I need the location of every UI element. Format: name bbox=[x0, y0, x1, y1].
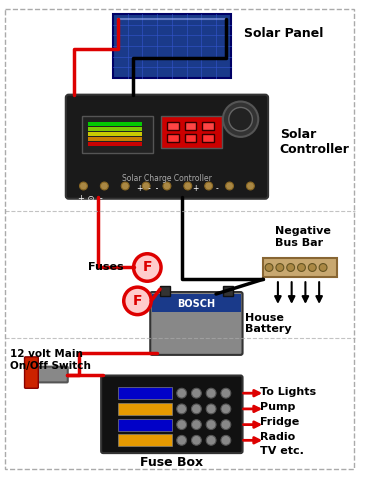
FancyBboxPatch shape bbox=[202, 122, 214, 130]
Circle shape bbox=[177, 435, 187, 445]
Circle shape bbox=[276, 264, 284, 271]
Circle shape bbox=[163, 182, 171, 190]
Circle shape bbox=[191, 388, 201, 398]
Circle shape bbox=[221, 420, 231, 430]
FancyBboxPatch shape bbox=[184, 134, 197, 142]
FancyBboxPatch shape bbox=[152, 294, 240, 312]
FancyBboxPatch shape bbox=[88, 132, 142, 136]
FancyBboxPatch shape bbox=[167, 122, 179, 130]
Circle shape bbox=[121, 182, 129, 190]
Circle shape bbox=[184, 182, 192, 190]
Circle shape bbox=[287, 264, 295, 271]
FancyBboxPatch shape bbox=[118, 387, 172, 399]
Circle shape bbox=[223, 102, 258, 137]
Text: +       -: + - bbox=[193, 184, 219, 193]
FancyBboxPatch shape bbox=[82, 116, 153, 153]
Circle shape bbox=[100, 182, 108, 190]
Text: +  -  -: + - - bbox=[137, 184, 158, 193]
Circle shape bbox=[221, 435, 231, 445]
Text: Solar
Controller: Solar Controller bbox=[280, 128, 350, 156]
FancyBboxPatch shape bbox=[160, 286, 170, 296]
Text: House
Battery: House Battery bbox=[246, 312, 292, 334]
Text: Fuses: Fuses bbox=[88, 263, 124, 273]
Circle shape bbox=[246, 182, 254, 190]
Circle shape bbox=[225, 182, 234, 190]
FancyBboxPatch shape bbox=[118, 434, 172, 446]
FancyBboxPatch shape bbox=[167, 134, 179, 142]
FancyBboxPatch shape bbox=[36, 367, 68, 383]
Circle shape bbox=[229, 108, 253, 131]
Circle shape bbox=[191, 435, 201, 445]
Circle shape bbox=[206, 404, 216, 414]
Text: + ⊙  -: + ⊙ - bbox=[78, 194, 103, 203]
FancyBboxPatch shape bbox=[263, 258, 337, 277]
Circle shape bbox=[134, 254, 161, 281]
Text: To Lights
Pump
Fridge
Radio
TV etc.: To Lights Pump Fridge Radio TV etc. bbox=[260, 387, 316, 456]
Circle shape bbox=[191, 420, 201, 430]
FancyBboxPatch shape bbox=[25, 357, 38, 388]
FancyBboxPatch shape bbox=[150, 292, 243, 355]
Circle shape bbox=[308, 264, 316, 271]
Circle shape bbox=[205, 182, 213, 190]
Circle shape bbox=[177, 388, 187, 398]
Circle shape bbox=[177, 404, 187, 414]
FancyBboxPatch shape bbox=[66, 95, 268, 199]
FancyBboxPatch shape bbox=[88, 137, 142, 141]
Circle shape bbox=[206, 435, 216, 445]
FancyBboxPatch shape bbox=[202, 134, 214, 142]
Circle shape bbox=[221, 388, 231, 398]
Text: Solar Panel: Solar Panel bbox=[243, 27, 323, 40]
Circle shape bbox=[319, 264, 327, 271]
Circle shape bbox=[298, 264, 305, 271]
FancyBboxPatch shape bbox=[118, 403, 172, 415]
Circle shape bbox=[79, 182, 87, 190]
Circle shape bbox=[124, 287, 151, 314]
FancyBboxPatch shape bbox=[223, 286, 233, 296]
Text: Solar Charge Controller: Solar Charge Controller bbox=[122, 174, 212, 182]
FancyBboxPatch shape bbox=[88, 127, 142, 131]
Circle shape bbox=[206, 388, 216, 398]
FancyBboxPatch shape bbox=[118, 419, 172, 431]
FancyBboxPatch shape bbox=[113, 14, 231, 78]
Text: Fuse Box: Fuse Box bbox=[140, 456, 203, 469]
Circle shape bbox=[191, 404, 201, 414]
FancyBboxPatch shape bbox=[184, 122, 197, 130]
FancyBboxPatch shape bbox=[101, 375, 243, 453]
FancyBboxPatch shape bbox=[88, 142, 142, 146]
Text: F: F bbox=[133, 294, 142, 308]
Text: BOSCH: BOSCH bbox=[178, 299, 216, 309]
FancyBboxPatch shape bbox=[88, 122, 142, 126]
Text: 12 volt Main
On/Off Switch: 12 volt Main On/Off Switch bbox=[10, 349, 91, 371]
Circle shape bbox=[206, 420, 216, 430]
Circle shape bbox=[177, 420, 187, 430]
Circle shape bbox=[265, 264, 273, 271]
Text: Negative
Bus Bar: Negative Bus Bar bbox=[275, 226, 331, 248]
Text: F: F bbox=[142, 261, 152, 275]
Circle shape bbox=[142, 182, 150, 190]
Circle shape bbox=[221, 404, 231, 414]
FancyBboxPatch shape bbox=[161, 116, 222, 148]
